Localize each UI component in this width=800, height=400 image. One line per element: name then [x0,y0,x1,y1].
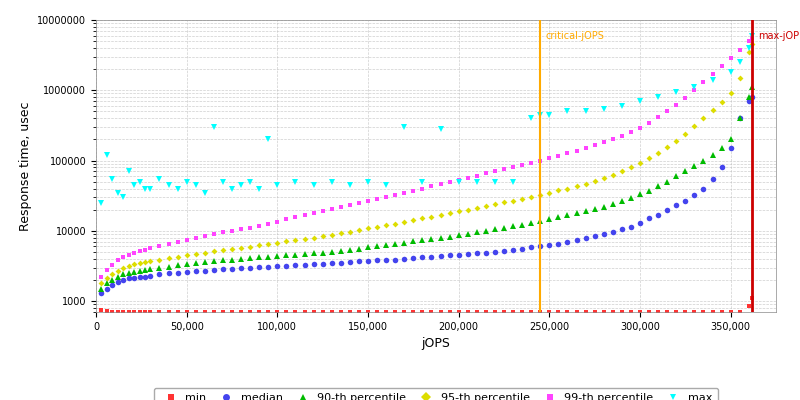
X-axis label: jOPS: jOPS [422,337,450,350]
Text: max-jOP: max-jOP [758,31,799,41]
Text: critical-jOPS: critical-jOPS [546,31,605,41]
Y-axis label: Response time, usec: Response time, usec [18,101,32,231]
Legend: min, median, 90-th percentile, 95-th percentile, 99-th percentile, max: min, median, 90-th percentile, 95-th per… [154,388,718,400]
